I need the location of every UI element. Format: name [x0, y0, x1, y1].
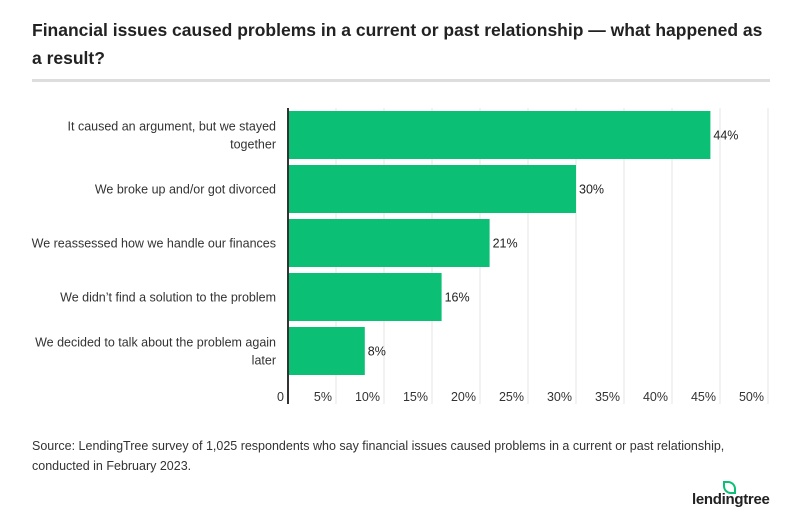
x-tick-label: 50%	[739, 390, 764, 404]
data-label: 8%	[368, 345, 386, 359]
category-label: We decided to talk about the problem aga…	[35, 336, 276, 350]
chart-title: Financial issues caused problems in a cu…	[32, 20, 763, 68]
category-label: We reassessed how we handle our finances	[32, 237, 276, 251]
bar	[288, 111, 711, 159]
x-tick-label: 40%	[643, 390, 668, 404]
title-divider	[32, 79, 770, 82]
category-label: We didn’t find a solution to the problem	[60, 291, 276, 305]
x-tick-label: 30%	[547, 390, 572, 404]
data-label: 16%	[445, 291, 470, 305]
x-tick-label: 45%	[691, 390, 716, 404]
x-tick-label: 5%	[314, 390, 332, 404]
source-note: Source: LendingTree survey of 1,025 resp…	[32, 439, 725, 473]
bar	[288, 273, 442, 321]
category-label: We broke up and/or got divorced	[95, 183, 276, 197]
x-tick-label: 35%	[595, 390, 620, 404]
x-tick-label: 10%	[355, 390, 380, 404]
data-label: 30%	[579, 183, 604, 197]
leaf-logo-icon	[723, 481, 736, 494]
data-label: 44%	[713, 129, 738, 143]
category-label: later	[252, 354, 276, 368]
lendingtree-logo: lendingtree	[692, 491, 770, 508]
x-tick-label: 15%	[403, 390, 428, 404]
x-tick-label: 20%	[451, 390, 476, 404]
x-tick-label: 25%	[499, 390, 524, 404]
category-label: together	[230, 138, 276, 152]
bar	[288, 219, 490, 267]
category-label: It caused an argument, but we stayed	[68, 120, 277, 134]
x-tick-label: 0	[277, 390, 284, 404]
data-label: 21%	[493, 237, 518, 251]
bar	[288, 165, 576, 213]
bar	[288, 327, 365, 375]
